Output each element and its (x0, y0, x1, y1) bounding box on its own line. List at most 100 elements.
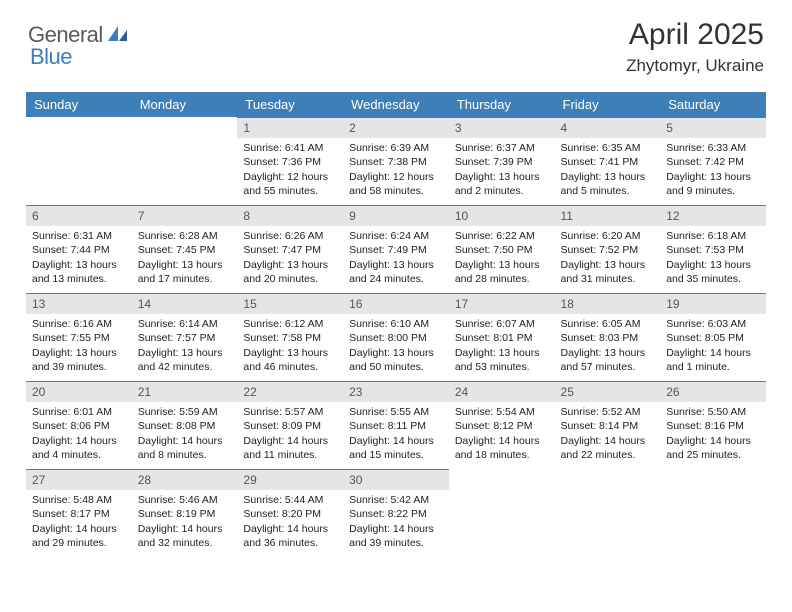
day-number: 13 (26, 293, 132, 314)
day-content: Sunrise: 5:52 AMSunset: 8:14 PMDaylight:… (555, 402, 661, 466)
calendar-day-cell: 4Sunrise: 6:35 AMSunset: 7:41 PMDaylight… (555, 117, 661, 205)
location-subtitle: Zhytomyr, Ukraine (626, 56, 764, 76)
sunrise-text: Sunrise: 6:18 AM (666, 229, 760, 243)
sunset-text: Sunset: 8:16 PM (666, 419, 760, 433)
day-content: Sunrise: 6:41 AMSunset: 7:36 PMDaylight:… (237, 138, 343, 202)
day-content: Sunrise: 6:39 AMSunset: 7:38 PMDaylight:… (343, 138, 449, 202)
day-number: 4 (555, 117, 661, 138)
day-content: Sunrise: 5:48 AMSunset: 8:17 PMDaylight:… (26, 490, 132, 554)
sunrise-text: Sunrise: 5:54 AM (455, 405, 549, 419)
sunrise-text: Sunrise: 5:46 AM (138, 493, 232, 507)
daylight-text: Daylight: 13 hours and 17 minutes. (138, 258, 232, 286)
calendar-day-cell: 11Sunrise: 6:20 AMSunset: 7:52 PMDayligh… (555, 205, 661, 293)
calendar-day-cell (660, 469, 766, 557)
sunset-text: Sunset: 8:09 PM (243, 419, 337, 433)
day-number: 3 (449, 117, 555, 138)
sunset-text: Sunset: 7:55 PM (32, 331, 126, 345)
day-content: Sunrise: 6:12 AMSunset: 7:58 PMDaylight:… (237, 314, 343, 378)
calendar-day-cell: 23Sunrise: 5:55 AMSunset: 8:11 PMDayligh… (343, 381, 449, 469)
daylight-text: Daylight: 13 hours and 20 minutes. (243, 258, 337, 286)
day-number: 26 (660, 381, 766, 402)
day-number: 5 (660, 117, 766, 138)
sunset-text: Sunset: 8:19 PM (138, 507, 232, 521)
daylight-text: Daylight: 14 hours and 29 minutes. (32, 522, 126, 550)
day-number: 28 (132, 469, 238, 490)
daylight-text: Daylight: 14 hours and 4 minutes. (32, 434, 126, 462)
day-content: Sunrise: 5:46 AMSunset: 8:19 PMDaylight:… (132, 490, 238, 554)
day-content: Sunrise: 6:37 AMSunset: 7:39 PMDaylight:… (449, 138, 555, 202)
weekday-header: Tuesday (237, 92, 343, 117)
daylight-text: Daylight: 14 hours and 15 minutes. (349, 434, 443, 462)
day-content: Sunrise: 5:57 AMSunset: 8:09 PMDaylight:… (237, 402, 343, 466)
daylight-text: Daylight: 13 hours and 46 minutes. (243, 346, 337, 374)
day-number: 24 (449, 381, 555, 402)
calendar-day-cell: 3Sunrise: 6:37 AMSunset: 7:39 PMDaylight… (449, 117, 555, 205)
calendar-day-cell: 19 Sunrise: 6:03 AMSunset: 8:05 PMDayligh… (660, 293, 766, 381)
calendar-day-cell: 30Sunrise: 5:42 AMSunset: 8:22 PMDayligh… (343, 469, 449, 557)
day-number: 19 (660, 293, 766, 314)
calendar-week-row: 20Sunrise: 6:01 AMSunset: 8:06 PMDayligh… (26, 381, 766, 469)
sunrise-text: Sunrise: 6:01 AM (32, 405, 126, 419)
day-number: 1 (237, 117, 343, 138)
weekday-header: Friday (555, 92, 661, 117)
day-content: Sunrise: 6:10 AMSunset: 8:00 PMDaylight:… (343, 314, 449, 378)
daylight-text: Daylight: 14 hours and 25 minutes. (666, 434, 760, 462)
daylight-text: Daylight: 14 hours and 18 minutes. (455, 434, 549, 462)
sunrise-text: Sunrise: 6:41 AM (243, 141, 337, 155)
weekday-header: Monday (132, 92, 238, 117)
sunrise-text: Sunrise: 6:12 AM (243, 317, 337, 331)
day-number: 29 (237, 469, 343, 490)
sunrise-text: Sunrise: 6:39 AM (349, 141, 443, 155)
calendar-day-cell: 26 Sunrise: 5:50 AMSunset: 8:16 PMDayligh… (660, 381, 766, 469)
day-number: 16 (343, 293, 449, 314)
sunset-text: Sunset: 8:08 PM (138, 419, 232, 433)
daylight-text: Daylight: 13 hours and 5 minutes. (561, 170, 655, 198)
day-content: Sunrise: 6:22 AMSunset: 7:50 PMDaylight:… (449, 226, 555, 290)
calendar-day-cell: 6Sunrise: 6:31 AMSunset: 7:44 PMDaylight… (26, 205, 132, 293)
day-number: 25 (555, 381, 661, 402)
sunrise-text: Sunrise: 5:48 AM (32, 493, 126, 507)
sunrise-text: Sunrise: 6:26 AM (243, 229, 337, 243)
day-number: 7 (132, 205, 238, 226)
calendar-day-cell: 2Sunrise: 6:39 AMSunset: 7:38 PMDaylight… (343, 117, 449, 205)
day-number: 22 (237, 381, 343, 402)
sunset-text: Sunset: 8:20 PM (243, 507, 337, 521)
sunrise-text: Sunrise: 6:35 AM (561, 141, 655, 155)
calendar-day-cell: 14Sunrise: 6:14 AMSunset: 7:57 PMDayligh… (132, 293, 238, 381)
daylight-text: Daylight: 13 hours and 2 minutes. (455, 170, 549, 198)
sunrise-text: Sunrise: 5:50 AM (666, 405, 760, 419)
sunset-text: Sunset: 7:53 PM (666, 243, 760, 257)
calendar-day-cell: 12Sunrise: 6:18 AMSunset: 7:53 PMDayligh… (660, 205, 766, 293)
calendar-day-cell: 9Sunrise: 6:24 AMSunset: 7:49 PMDaylight… (343, 205, 449, 293)
daylight-text: Daylight: 13 hours and 53 minutes. (455, 346, 549, 374)
calendar-week-row: 13Sunrise: 6:16 AMSunset: 7:55 PMDayligh… (26, 293, 766, 381)
calendar-day-cell (26, 117, 132, 205)
calendar-day-cell (555, 469, 661, 557)
day-number: 20 (26, 381, 132, 402)
day-content: Sunrise: 6:20 AMSunset: 7:52 PMDaylight:… (555, 226, 661, 290)
daylight-text: Daylight: 14 hours and 1 minute. (666, 346, 760, 374)
daylight-text: Daylight: 14 hours and 8 minutes. (138, 434, 232, 462)
daylight-text: Daylight: 13 hours and 50 minutes. (349, 346, 443, 374)
calendar-day-cell: 10Sunrise: 6:22 AMSunset: 7:50 PMDayligh… (449, 205, 555, 293)
calendar-day-cell: 25Sunrise: 5:52 AMSunset: 8:14 PMDayligh… (555, 381, 661, 469)
day-content: Sunrise: 6:24 AMSunset: 7:49 PMDaylight:… (343, 226, 449, 290)
sunrise-text: Sunrise: 6:20 AM (561, 229, 655, 243)
day-number: 15 (237, 293, 343, 314)
sunrise-text: Sunrise: 6:31 AM (32, 229, 126, 243)
daylight-text: Daylight: 13 hours and 13 minutes. (32, 258, 126, 286)
day-content: Sunrise: 6:28 AMSunset: 7:45 PMDaylight:… (132, 226, 238, 290)
day-content: Sunrise: 6:33 AMSunset: 7:42 PMDaylight:… (660, 138, 766, 202)
calendar-day-cell: 27Sunrise: 5:48 AMSunset: 8:17 PMDayligh… (26, 469, 132, 557)
calendar-day-cell: 20Sunrise: 6:01 AMSunset: 8:06 PMDayligh… (26, 381, 132, 469)
weekday-header: Saturday (660, 92, 766, 117)
sunrise-text: Sunrise: 6:03 AM (666, 317, 760, 331)
sunrise-text: Sunrise: 6:14 AM (138, 317, 232, 331)
daylight-text: Daylight: 14 hours and 32 minutes. (138, 522, 232, 550)
sunset-text: Sunset: 8:03 PM (561, 331, 655, 345)
day-number: 17 (449, 293, 555, 314)
sunrise-text: Sunrise: 5:52 AM (561, 405, 655, 419)
sunset-text: Sunset: 8:05 PM (666, 331, 760, 345)
calendar-day-cell: 24Sunrise: 5:54 AMSunset: 8:12 PMDayligh… (449, 381, 555, 469)
sunset-text: Sunset: 7:49 PM (349, 243, 443, 257)
